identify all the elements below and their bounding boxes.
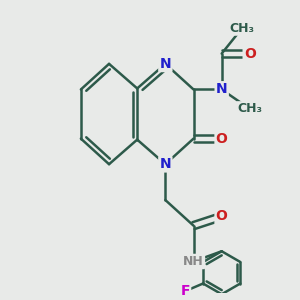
Text: O: O — [244, 46, 256, 61]
Text: CH₃: CH₃ — [237, 102, 262, 116]
Text: F: F — [180, 284, 190, 298]
Text: O: O — [216, 132, 228, 145]
Text: N: N — [160, 157, 171, 171]
Text: N: N — [160, 57, 171, 71]
Text: O: O — [216, 209, 228, 224]
Text: N: N — [216, 82, 227, 97]
Text: CH₃: CH₃ — [230, 22, 255, 34]
Text: NH: NH — [183, 255, 204, 268]
